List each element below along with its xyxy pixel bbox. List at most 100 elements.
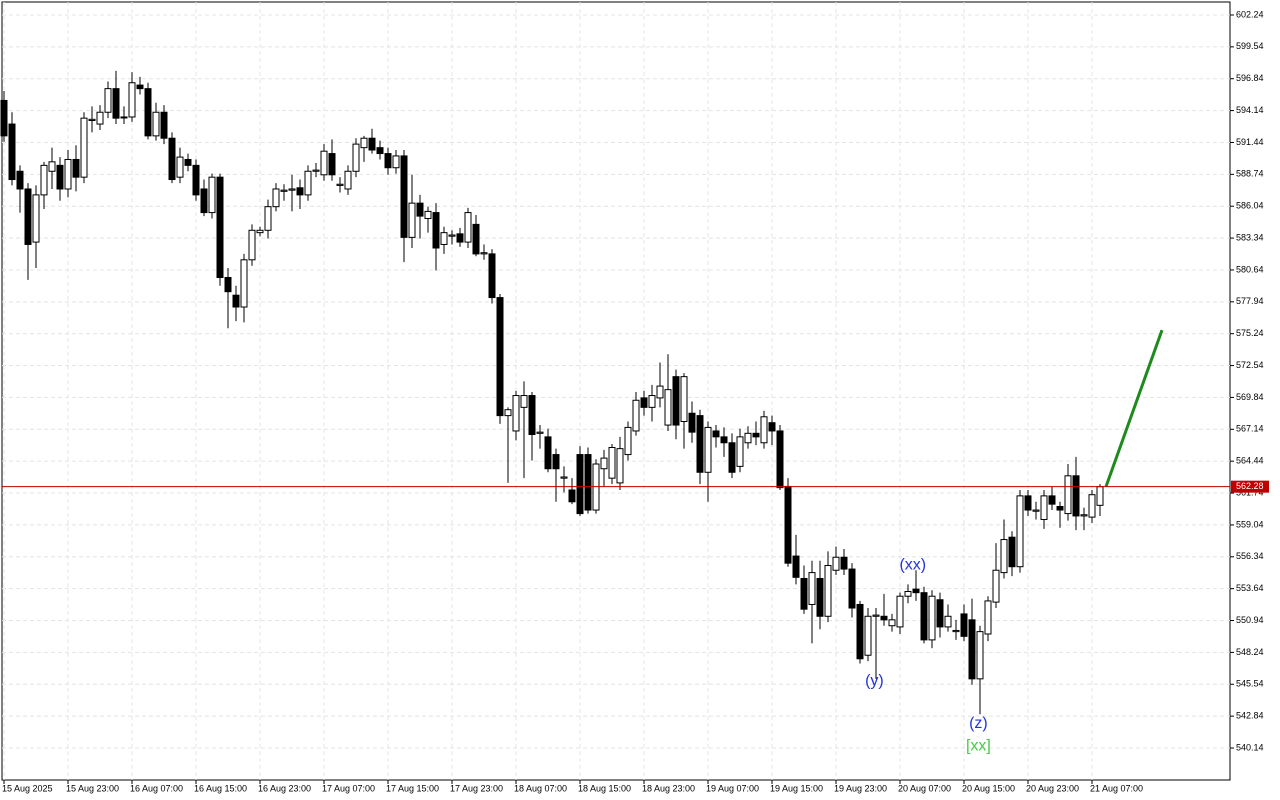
candle-body [624,426,632,456]
candle-body [728,442,736,473]
y-tick-label: 553.64 [1236,583,1264,593]
candle-body [136,84,144,90]
candle-body [544,436,552,470]
candle-body [312,169,320,172]
candle-body [992,569,1000,603]
forecast-line [1104,329,1164,488]
candle-body [1000,539,1008,574]
x-tick-label: 16 Aug 15:00 [194,783,247,793]
candle-body [584,454,592,511]
candle-body [368,137,376,151]
candle-body [872,614,880,617]
candle-body [744,432,752,444]
y-tick-label: 586.04 [1236,201,1264,211]
candle-body [280,189,288,192]
candle-body [200,188,208,214]
x-tick-label: 15 Aug 23:00 [66,783,119,793]
candle-body [896,595,904,628]
candle-body [224,277,232,293]
candle-body [704,426,712,473]
x-tick-label: 19 Aug 23:00 [834,783,887,793]
candle-body [472,223,480,255]
x-tick-label: 19 Aug 15:00 [770,783,823,793]
candle-body [776,430,784,489]
candle-body [232,294,240,308]
candle-body [560,476,568,479]
candle-body [512,395,520,432]
candle-body [1048,495,1056,505]
candle-body [576,454,584,515]
price-label-box [1231,480,1269,493]
candle-body [496,297,504,417]
y-tick-label: 580.64 [1236,264,1264,274]
x-tick-label: 20 Aug 23:00 [1026,783,1079,793]
candle-body [104,88,112,113]
x-tick-label: 18 Aug 07:00 [514,783,567,793]
y-tick-label: 567.14 [1236,424,1264,434]
candle-body [824,565,832,617]
y-tick-label: 591.44 [1236,137,1264,147]
candle-body [216,176,224,279]
candle-body [1088,494,1096,518]
candle-body [1096,486,1104,506]
x-tick-label: 16 Aug 23:00 [258,783,311,793]
candle-body [928,595,936,641]
candle-body [352,143,360,172]
candle-body [128,82,136,118]
candle-body [912,588,920,594]
candle-body [56,164,64,190]
candle-body [712,430,720,438]
candle-body [808,572,816,605]
candle-body [600,457,608,470]
candle-body [688,412,696,433]
candle-body [240,259,248,308]
x-tick-label: 20 Aug 15:00 [962,783,1015,793]
candle-body [328,153,336,176]
candle-body [16,170,24,190]
candle-body [360,137,368,149]
candle-body [752,432,760,438]
candle-body [264,206,272,231]
candle-body [152,111,160,137]
candle-body [184,158,192,166]
candle-body [1072,475,1080,517]
candle-body [392,155,400,169]
candle-body [800,578,808,610]
x-tick-label: 17 Aug 07:00 [322,783,375,793]
x-tick-label: 20 Aug 07:00 [898,783,951,793]
candle-body [944,615,952,628]
candle-body [168,137,176,181]
candle-body [632,399,640,432]
candle-body [680,376,688,423]
candle-body [920,592,928,641]
candle-body [952,629,960,633]
y-tick-label: 545.54 [1236,679,1264,689]
candle-body [296,187,304,196]
candle-body [968,619,976,680]
x-tick-label: 18 Aug 23:00 [642,783,695,793]
candle-body [288,188,296,191]
candle-body [208,176,216,214]
candle-body [856,603,864,660]
wave-label: [xx] [966,737,991,754]
candle-body [120,116,128,119]
candle-body [608,446,616,479]
y-tick-label: 572.54 [1236,360,1264,370]
y-tick-label: 588.74 [1236,169,1264,179]
candle-body [568,489,576,503]
candle-body [552,454,560,470]
candle-body [528,395,536,435]
x-tick-label: 17 Aug 23:00 [450,783,503,793]
candle-body [8,123,16,181]
y-tick-label: 540.14 [1236,742,1264,752]
candle-body [768,422,776,432]
candle-body [464,212,472,243]
candle-body [904,590,912,597]
y-tick-label: 548.24 [1236,647,1264,657]
candle-body [616,448,624,484]
y-tick-label: 559.04 [1236,519,1264,529]
candle-body [64,158,72,190]
candle-body [448,234,456,237]
candle-body [384,153,392,169]
candle-body [400,155,408,238]
